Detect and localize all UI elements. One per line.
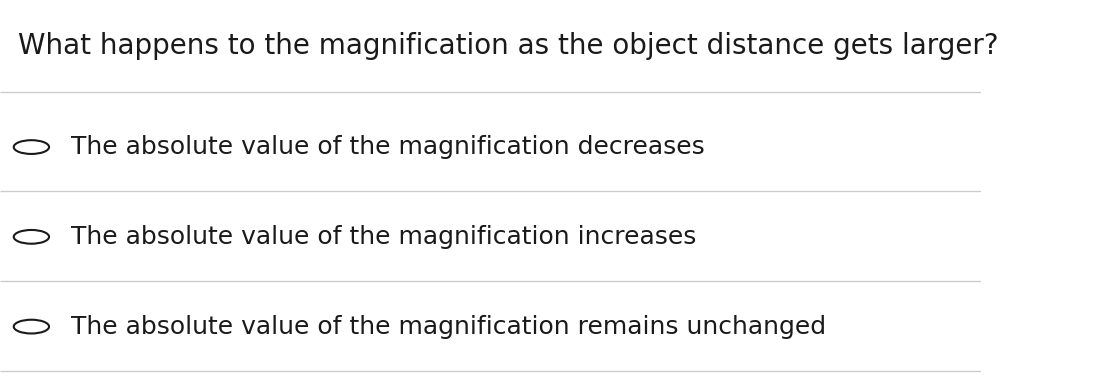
Text: The absolute value of the magnification remains unchanged: The absolute value of the magnification … (70, 315, 825, 338)
Text: What happens to the magnification as the object distance gets larger?: What happens to the magnification as the… (18, 32, 998, 60)
Text: The absolute value of the magnification increases: The absolute value of the magnification … (70, 225, 696, 249)
Text: The absolute value of the magnification decreases: The absolute value of the magnification … (70, 135, 704, 159)
